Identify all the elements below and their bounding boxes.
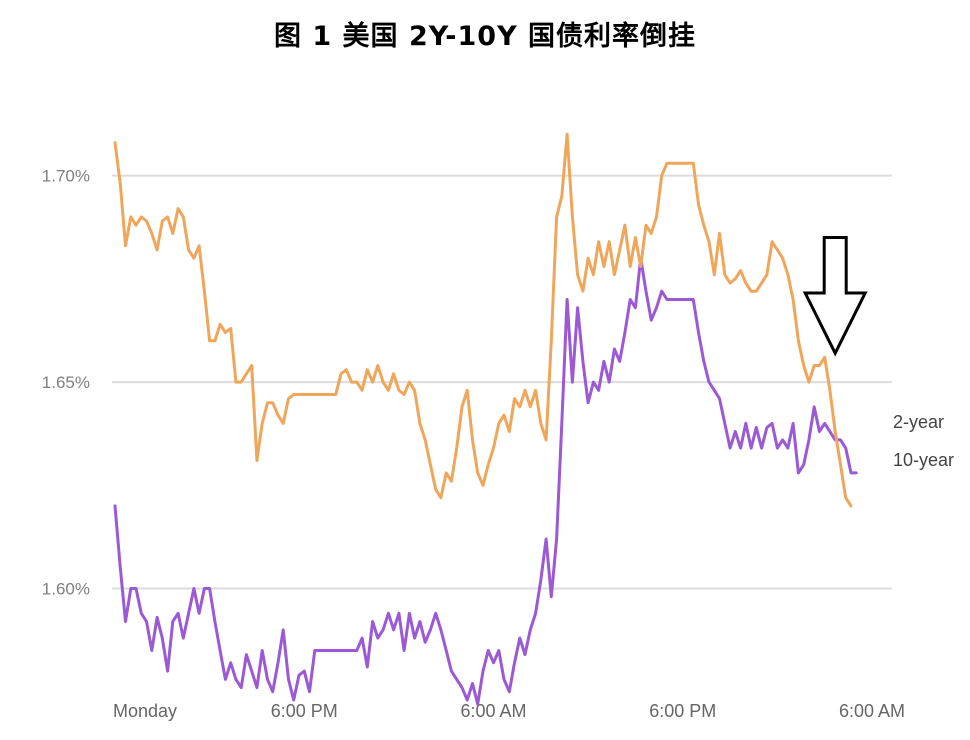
annotations: [802, 236, 868, 357]
y-tick-label: 1.65%: [42, 373, 90, 392]
series-line-2-year: [113, 256, 858, 706]
y-tick-label: 1.60%: [42, 580, 90, 599]
x-tick-label: 6:00 PM: [649, 701, 716, 721]
gridlines: [112, 174, 892, 590]
chart-title: 图 1 美国 2Y-10Y 国债利率倒挂: [273, 21, 697, 52]
down-arrow-icon: [802, 236, 868, 357]
y-tick-label: 1.70%: [42, 167, 90, 186]
x-tick-label: 6:00 AM: [839, 701, 905, 721]
series-end-labels: 2-year 10-year: [893, 412, 954, 470]
series-end-label: 2-year: [893, 412, 944, 432]
x-tick-label: Monday: [113, 701, 177, 721]
series-end-label: 10-year: [893, 450, 954, 470]
x-axis-ticks: Monday 6:00 PM 6:00 AM 6:00 PM 6:00 AM: [113, 701, 905, 721]
series-lines: [113, 132, 858, 706]
y-axis-ticks: 1.60% 1.65% 1.70%: [42, 167, 90, 599]
series-line-10-year: [113, 132, 853, 508]
x-tick-label: 6:00 PM: [271, 701, 338, 721]
x-tick-label: 6:00 AM: [460, 701, 526, 721]
